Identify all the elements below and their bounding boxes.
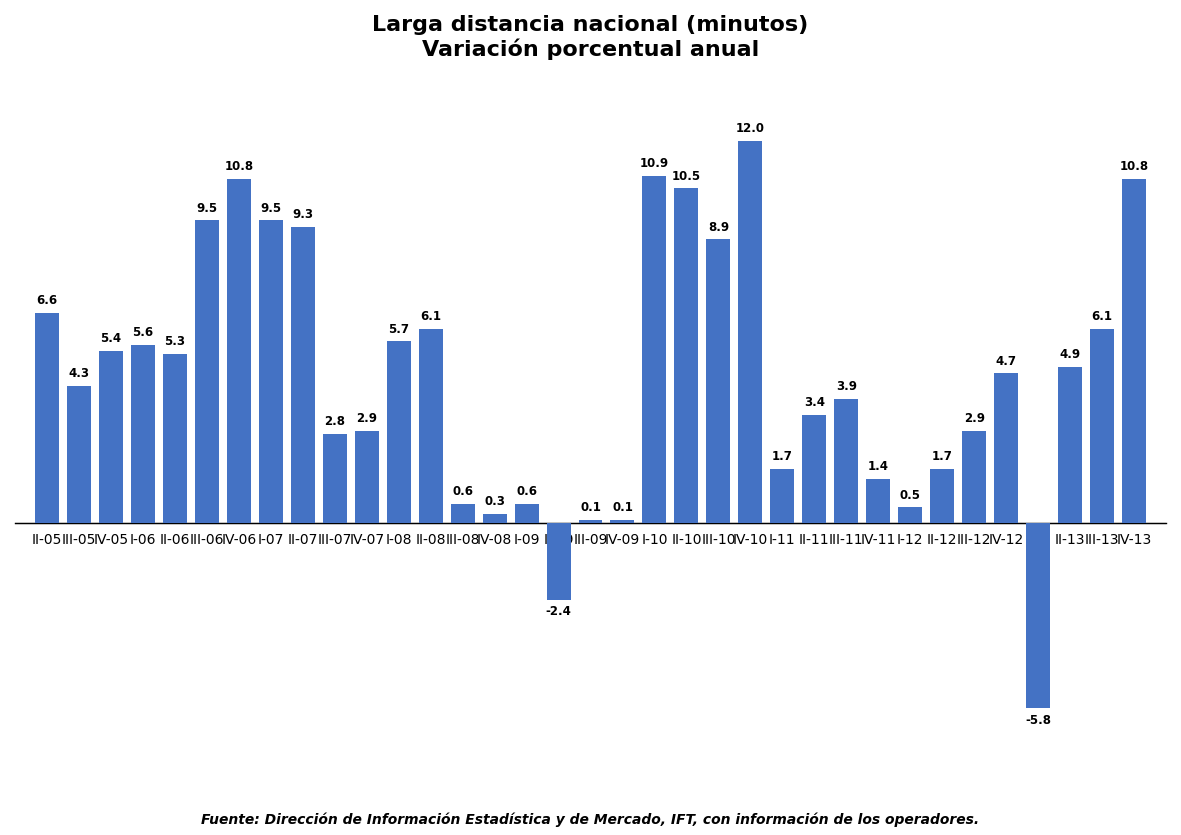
Text: 12.0: 12.0 bbox=[736, 122, 765, 135]
Bar bbox=[963, 431, 986, 524]
Text: 10.9: 10.9 bbox=[640, 157, 668, 170]
Text: 9.3: 9.3 bbox=[292, 208, 313, 221]
Text: 6.1: 6.1 bbox=[420, 310, 442, 323]
Text: -5.8: -5.8 bbox=[1025, 714, 1051, 726]
Text: 1.7: 1.7 bbox=[772, 450, 792, 463]
Bar bbox=[386, 342, 411, 524]
Text: 10.5: 10.5 bbox=[672, 170, 702, 183]
Text: 6.6: 6.6 bbox=[37, 294, 58, 307]
Bar bbox=[611, 520, 634, 524]
Bar bbox=[1122, 179, 1146, 524]
Text: 10.8: 10.8 bbox=[224, 160, 254, 173]
Bar bbox=[67, 386, 91, 524]
Bar bbox=[706, 240, 730, 524]
Bar bbox=[259, 220, 282, 524]
Bar bbox=[547, 524, 570, 600]
Text: 5.7: 5.7 bbox=[389, 322, 409, 336]
Text: 1.4: 1.4 bbox=[868, 460, 889, 473]
Bar bbox=[994, 373, 1018, 524]
Text: 4.9: 4.9 bbox=[1059, 348, 1081, 362]
Bar bbox=[642, 175, 666, 524]
Bar bbox=[1026, 524, 1050, 708]
Text: 5.4: 5.4 bbox=[100, 332, 122, 346]
Bar bbox=[195, 220, 218, 524]
Text: 2.9: 2.9 bbox=[964, 412, 985, 425]
Bar bbox=[738, 140, 763, 524]
Text: 9.5: 9.5 bbox=[196, 201, 217, 215]
Text: 3.4: 3.4 bbox=[804, 396, 824, 409]
Bar bbox=[899, 507, 922, 524]
Bar bbox=[354, 431, 379, 524]
Bar bbox=[674, 189, 698, 524]
Text: 0.3: 0.3 bbox=[484, 495, 505, 508]
Text: 1.7: 1.7 bbox=[932, 450, 953, 463]
Bar bbox=[1090, 329, 1114, 524]
Bar bbox=[227, 179, 250, 524]
Bar bbox=[451, 504, 475, 524]
Text: 3.9: 3.9 bbox=[836, 380, 856, 393]
Bar bbox=[866, 478, 890, 524]
Bar bbox=[834, 399, 859, 524]
Bar bbox=[931, 469, 954, 524]
Bar bbox=[802, 415, 827, 524]
Bar bbox=[131, 345, 155, 524]
Text: 4.7: 4.7 bbox=[996, 355, 1017, 367]
Text: 2.9: 2.9 bbox=[357, 412, 377, 425]
Text: Fuente: Dirección de Información Estadística y de Mercado, IFT, con información : Fuente: Dirección de Información Estadís… bbox=[202, 812, 979, 827]
Bar bbox=[483, 514, 507, 524]
Text: 6.1: 6.1 bbox=[1091, 310, 1113, 323]
Bar bbox=[1058, 367, 1082, 524]
Text: 10.8: 10.8 bbox=[1120, 160, 1149, 173]
Text: 0.1: 0.1 bbox=[580, 501, 601, 514]
Text: 2.8: 2.8 bbox=[325, 415, 345, 428]
Bar bbox=[418, 329, 443, 524]
Bar bbox=[770, 469, 795, 524]
Text: 5.3: 5.3 bbox=[164, 336, 185, 348]
Bar bbox=[579, 520, 602, 524]
Text: 0.1: 0.1 bbox=[612, 501, 633, 514]
Title: Larga distancia nacional (minutos)
Variación porcentual anual: Larga distancia nacional (minutos) Varia… bbox=[372, 15, 809, 60]
Text: -2.4: -2.4 bbox=[546, 605, 572, 619]
Text: 0.6: 0.6 bbox=[452, 485, 474, 498]
Text: 4.3: 4.3 bbox=[68, 367, 90, 381]
Bar bbox=[35, 313, 59, 524]
Bar bbox=[99, 351, 123, 524]
Text: 9.5: 9.5 bbox=[260, 201, 281, 215]
Bar bbox=[322, 434, 347, 524]
Text: 0.5: 0.5 bbox=[900, 488, 921, 502]
Text: 5.6: 5.6 bbox=[132, 326, 154, 339]
Text: 0.6: 0.6 bbox=[516, 485, 537, 498]
Bar bbox=[163, 354, 187, 524]
Text: 8.9: 8.9 bbox=[707, 220, 729, 234]
Bar bbox=[515, 504, 539, 524]
Bar bbox=[291, 226, 315, 524]
